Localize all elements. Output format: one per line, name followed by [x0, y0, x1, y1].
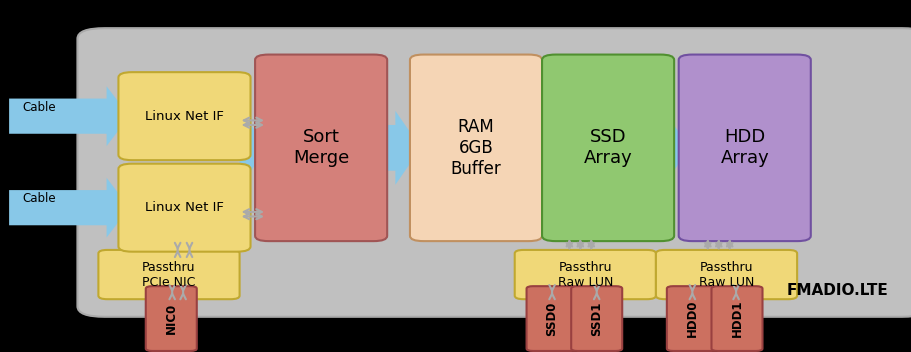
- FancyBboxPatch shape: [542, 55, 674, 241]
- FancyArrow shape: [9, 86, 129, 146]
- Text: Passthru
PCIe NIC: Passthru PCIe NIC: [142, 260, 196, 289]
- Text: HDD
Array: HDD Array: [721, 128, 769, 167]
- FancyBboxPatch shape: [77, 28, 911, 317]
- FancyBboxPatch shape: [515, 250, 656, 299]
- FancyBboxPatch shape: [118, 164, 251, 252]
- FancyArrow shape: [240, 111, 267, 185]
- Text: HDD1: HDD1: [731, 300, 743, 337]
- FancyArrow shape: [376, 111, 421, 185]
- FancyArrow shape: [9, 178, 129, 238]
- Text: NIC0: NIC0: [165, 303, 178, 334]
- FancyBboxPatch shape: [118, 72, 251, 160]
- Text: Linux Net IF: Linux Net IF: [145, 201, 224, 214]
- FancyBboxPatch shape: [679, 55, 811, 241]
- Text: Cable: Cable: [23, 101, 56, 114]
- FancyBboxPatch shape: [146, 286, 197, 351]
- Text: FMADIO.LTE: FMADIO.LTE: [786, 283, 888, 298]
- Text: SSD0: SSD0: [546, 301, 558, 336]
- FancyBboxPatch shape: [667, 286, 718, 351]
- Text: HDD0: HDD0: [686, 300, 699, 337]
- FancyBboxPatch shape: [656, 250, 797, 299]
- FancyBboxPatch shape: [571, 286, 622, 351]
- FancyBboxPatch shape: [410, 55, 542, 241]
- Text: SSD
Array: SSD Array: [584, 128, 632, 167]
- FancyBboxPatch shape: [255, 55, 387, 241]
- Text: Passthru
Raw LUN: Passthru Raw LUN: [699, 260, 754, 289]
- FancyBboxPatch shape: [98, 250, 240, 299]
- Text: Cable: Cable: [23, 193, 56, 205]
- Text: SSD1: SSD1: [590, 301, 603, 336]
- Text: Sort
Merge: Sort Merge: [293, 128, 349, 167]
- FancyBboxPatch shape: [711, 286, 763, 351]
- FancyArrow shape: [527, 111, 553, 185]
- FancyBboxPatch shape: [527, 286, 578, 351]
- FancyArrow shape: [662, 111, 690, 185]
- Text: RAM
6GB
Buffer: RAM 6GB Buffer: [451, 118, 501, 178]
- Text: Linux Net IF: Linux Net IF: [145, 110, 224, 122]
- Text: Passthru
Raw LUN: Passthru Raw LUN: [558, 260, 613, 289]
